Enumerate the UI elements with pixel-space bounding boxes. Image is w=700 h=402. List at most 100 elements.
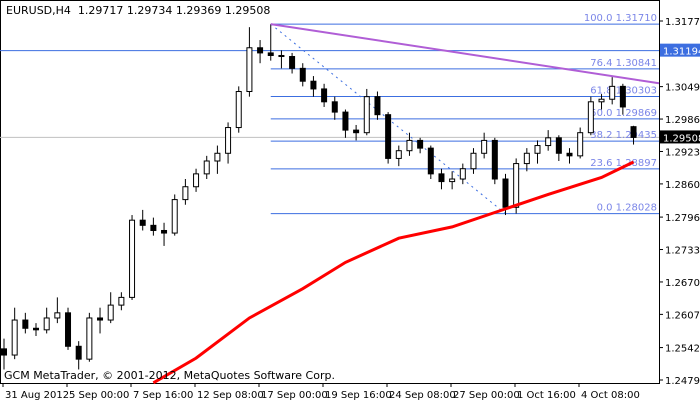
- candle-body: [555, 137, 562, 154]
- candle-body: [566, 152, 573, 157]
- candle: [203, 155, 210, 180]
- candle: [171, 194, 178, 236]
- candle-body: [22, 319, 29, 329]
- candle: [267, 24, 274, 61]
- y-tick-label: 1.29235: [665, 147, 700, 158]
- high-value: 1.29734: [126, 4, 173, 17]
- candle-body: [427, 147, 434, 175]
- candle-body: [139, 219, 146, 226]
- candle: [523, 148, 530, 172]
- low-value: 1.29369: [175, 4, 222, 17]
- candle-body: [363, 96, 370, 134]
- candle: [299, 63, 306, 87]
- candle: [363, 88, 370, 136]
- candle: [278, 50, 285, 69]
- candle: [491, 137, 498, 185]
- candle: [139, 209, 146, 231]
- candle-body: [246, 47, 253, 93]
- candle-body: [97, 317, 104, 321]
- candle-body: [214, 152, 221, 162]
- candle-body: [502, 178, 509, 208]
- candle: [598, 94, 605, 110]
- candle-body: [395, 150, 402, 159]
- y-tick-label: 1.28605: [665, 180, 700, 191]
- candle-body: [289, 56, 296, 69]
- candle: [75, 341, 82, 370]
- x-tick-label: 12 Sep 08:00: [197, 390, 264, 401]
- candle-body: [406, 139, 413, 152]
- fib-level-label: 100.0 1.31710: [584, 13, 657, 24]
- candle: [129, 215, 136, 300]
- candle-body: [417, 139, 424, 149]
- candle-body: [182, 186, 189, 201]
- candle-body: [65, 312, 72, 347]
- candle-body: [171, 199, 178, 234]
- candle-body: [75, 345, 82, 360]
- x-tick-label: 1 Oct 16:00: [517, 390, 576, 401]
- candle: [555, 135, 562, 161]
- y-tick-label: 1.30495: [665, 83, 700, 94]
- fib-level-label: 50.0 1.29869: [590, 108, 657, 119]
- y-tick-label: 1.27330: [665, 246, 700, 257]
- candle: [374, 91, 381, 120]
- candle-body: [630, 126, 637, 138]
- x-tick-label: 31 Aug 2012: [5, 390, 69, 401]
- candle: [449, 171, 456, 190]
- candle: [193, 168, 200, 192]
- candle-body: [150, 224, 157, 231]
- y-tick-label: 1.31770: [665, 17, 700, 28]
- fib-level-label: 0.0 1.28028: [597, 203, 657, 214]
- candle-body: [449, 178, 456, 183]
- candle: [1, 338, 7, 370]
- candle: [161, 222, 168, 246]
- current-price-box: [660, 130, 700, 144]
- candle-body: [331, 101, 338, 113]
- candle: [150, 217, 157, 236]
- fib-level-label: 38.2 1.29435: [590, 130, 657, 141]
- candle: [235, 86, 242, 133]
- candle: [566, 148, 573, 164]
- current-price-label: 1.29508: [663, 133, 700, 144]
- open-value: 1.29717: [77, 4, 124, 17]
- x-tick-label: 7 Sep 16:00: [133, 390, 193, 401]
- candle: [395, 145, 402, 167]
- candle-body: [310, 80, 317, 90]
- candle: [630, 125, 637, 145]
- candle: [534, 140, 541, 164]
- candle: [97, 307, 104, 334]
- candle: [342, 109, 349, 138]
- candle-body: [107, 304, 114, 321]
- candle: [182, 179, 189, 205]
- candle-body: [278, 54, 285, 58]
- candle-body: [481, 139, 488, 154]
- candle: [417, 137, 424, 154]
- candle: [609, 77, 616, 105]
- x-tick-label: 17 Sep 00:00: [261, 390, 328, 401]
- candle-body: [619, 85, 626, 108]
- candle-body: [321, 88, 328, 103]
- candle: [11, 307, 18, 360]
- candle: [86, 312, 93, 362]
- y-tick-label: 1.24795: [665, 376, 700, 387]
- candle-body: [523, 152, 530, 165]
- candle-body: [609, 85, 616, 100]
- y-tick-label: 1.26700: [665, 278, 700, 289]
- horizontal-line-price-label: 1.31194: [663, 47, 700, 58]
- candle-body: [353, 129, 360, 134]
- candle-body: [129, 219, 136, 298]
- candle-body: [438, 173, 445, 183]
- candle: [107, 292, 114, 324]
- candle: [545, 130, 552, 151]
- candle-body: [491, 139, 498, 180]
- candle-body: [587, 101, 594, 134]
- candle-body: [118, 296, 125, 306]
- candle: [310, 76, 317, 97]
- fib-level-label: 23.6 1.28897: [590, 158, 657, 169]
- candle-body: [225, 127, 232, 154]
- y-tick-label: 1.25425: [665, 344, 700, 355]
- candle: [214, 145, 221, 174]
- x-tick-label: 5 Sep 00:00: [69, 390, 129, 401]
- candle: [22, 312, 29, 334]
